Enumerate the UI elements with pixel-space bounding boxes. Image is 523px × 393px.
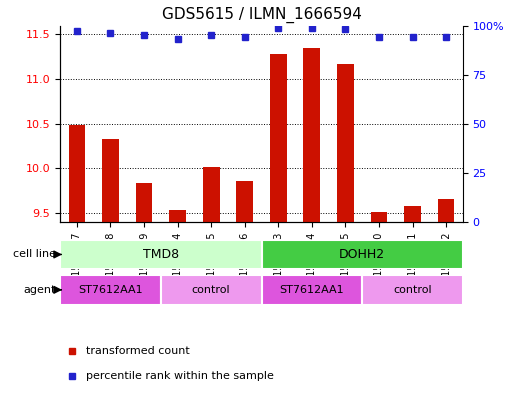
Bar bbox=[236, 181, 253, 222]
Bar bbox=[262, 275, 362, 305]
Bar bbox=[102, 139, 119, 222]
Bar bbox=[262, 240, 463, 269]
Text: ST7612AA1: ST7612AA1 bbox=[78, 285, 143, 295]
Text: percentile rank within the sample: percentile rank within the sample bbox=[86, 371, 274, 381]
Text: DOHH2: DOHH2 bbox=[339, 248, 385, 261]
Bar bbox=[69, 125, 85, 222]
Bar bbox=[135, 183, 152, 222]
Bar bbox=[362, 275, 463, 305]
Bar bbox=[161, 275, 262, 305]
Bar bbox=[203, 167, 220, 222]
Text: TMD8: TMD8 bbox=[143, 248, 179, 261]
Bar bbox=[270, 54, 287, 222]
Bar bbox=[60, 275, 161, 305]
Text: agent: agent bbox=[24, 285, 56, 295]
Text: ST7612AA1: ST7612AA1 bbox=[279, 285, 344, 295]
Text: transformed count: transformed count bbox=[86, 346, 190, 356]
Bar bbox=[438, 199, 454, 222]
Bar bbox=[404, 206, 421, 222]
Text: control: control bbox=[192, 285, 231, 295]
Bar bbox=[371, 212, 388, 222]
Bar bbox=[169, 209, 186, 222]
Title: GDS5615 / ILMN_1666594: GDS5615 / ILMN_1666594 bbox=[162, 7, 361, 23]
Text: cell line: cell line bbox=[13, 250, 56, 259]
Bar bbox=[60, 240, 262, 269]
Bar bbox=[303, 48, 320, 222]
Text: control: control bbox=[393, 285, 432, 295]
Bar bbox=[337, 64, 354, 222]
